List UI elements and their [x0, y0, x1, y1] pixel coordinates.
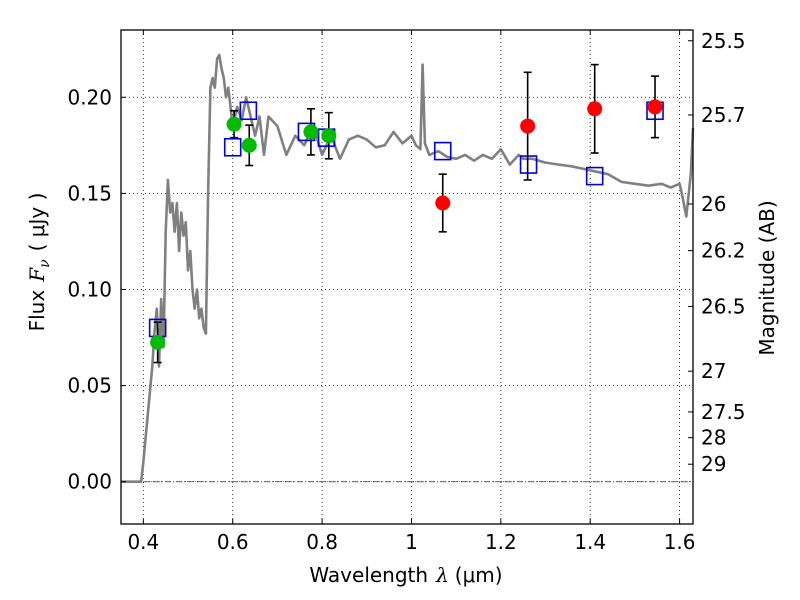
x-tick-label: 1.4	[574, 530, 606, 554]
right-tick-label: 25.7	[701, 103, 746, 127]
model-box-marker	[239, 101, 258, 121]
red-point-marker	[435, 195, 451, 211]
y-tick-label: 0.05	[67, 374, 112, 398]
x-axis-title: Wavelength λ (μm)	[309, 563, 502, 587]
y-tick-label: 0.20	[67, 85, 112, 109]
y-axis-unit: ( μJy )	[25, 193, 49, 252]
red-point-marker	[520, 118, 536, 134]
tick-layer	[121, 30, 693, 524]
right-tick-label: 28	[701, 426, 726, 450]
right-axis-title: Magnitude (AB)	[755, 200, 779, 355]
right-tick-label: 26	[701, 192, 726, 216]
plot-frame	[120, 29, 694, 525]
y-axis-subscript: ν	[37, 259, 53, 268]
x-axis-title-text: Wavelength	[309, 563, 428, 587]
green-point-marker	[303, 124, 319, 140]
sed-series-line	[121, 53, 695, 484]
x-tick-label: 1	[405, 530, 418, 554]
grid-layer	[121, 30, 693, 524]
x-tick-label: 1.6	[664, 530, 696, 554]
x-axis-unit: (μm)	[455, 563, 503, 587]
right-tick-label: 29	[701, 452, 726, 476]
green-point-marker	[150, 334, 166, 350]
sed-layer	[121, 53, 695, 484]
y-tick-label: 0.00	[67, 470, 112, 494]
x-tick-label: 1.2	[485, 530, 517, 554]
x-axis-symbol: λ	[435, 563, 449, 587]
y-axis-symbol: F	[25, 267, 49, 283]
model-box-marker	[223, 137, 242, 157]
green-point-marker	[241, 137, 257, 153]
y-axis-title: Flux Fν ( μJy )	[25, 193, 53, 332]
red-point-marker	[587, 101, 603, 117]
model-box-marker	[433, 141, 452, 161]
right-tick-label: 25.5	[701, 29, 746, 53]
model-box-marker	[519, 155, 538, 174]
red-point-marker	[647, 99, 663, 115]
y-tick-label: 0.15	[67, 181, 112, 205]
x-tick-label: 0.4	[127, 530, 159, 554]
points-layer	[148, 63, 664, 364]
right-tick-label: 27.5	[701, 400, 746, 424]
y-axis-title-text: Flux	[25, 290, 49, 332]
right-tick-label: 26.2	[701, 239, 746, 263]
x-tick-label: 0.8	[306, 530, 338, 554]
right-tick-label: 27	[701, 359, 726, 383]
y-tick-label: 0.10	[67, 277, 112, 301]
x-tick-label: 0.6	[217, 530, 249, 554]
green-point-marker	[226, 116, 242, 132]
green-point-marker	[321, 128, 337, 144]
label-layer: 0.4 0.6 0.8 1 1.2 1.4 1.6 0.00 0.05 0.10 0.15 0.20 2…	[67, 29, 745, 554]
right-tick-label: 26.5	[701, 294, 746, 318]
model-box-marker	[585, 166, 604, 186]
